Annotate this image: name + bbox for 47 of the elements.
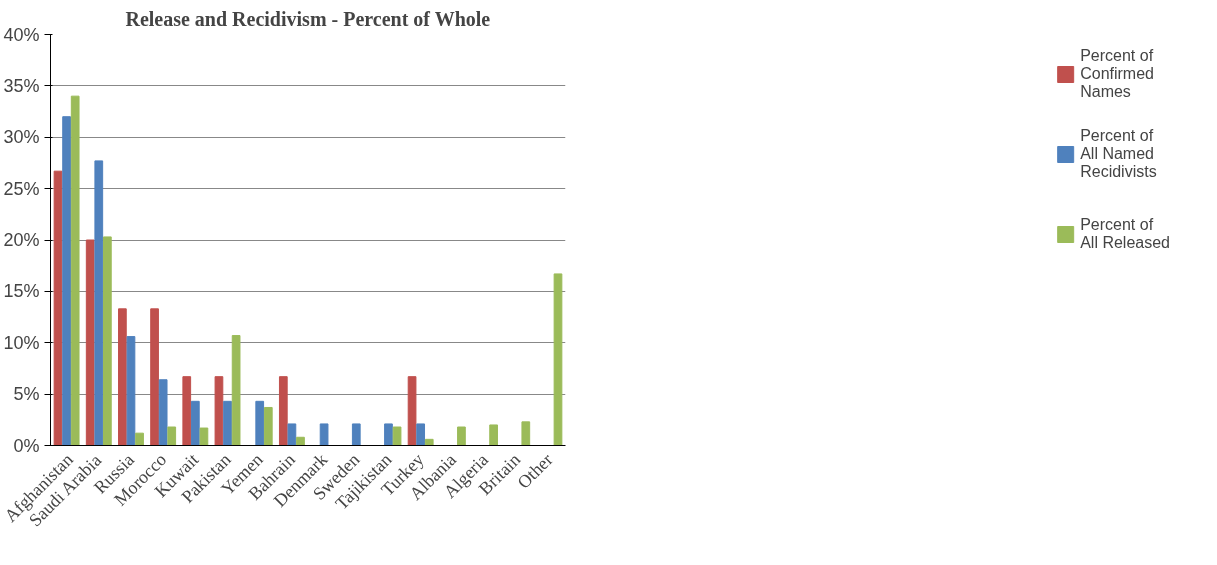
bar bbox=[296, 436, 305, 446]
bar bbox=[263, 406, 273, 446]
y-tick-label: 30% bbox=[3, 127, 40, 148]
bar bbox=[424, 438, 434, 446]
bar bbox=[158, 379, 168, 446]
y-tick-label: 5% bbox=[13, 384, 40, 405]
y-tick-label: 25% bbox=[3, 178, 40, 199]
y-tick-label: 35% bbox=[3, 75, 40, 96]
bar bbox=[223, 400, 232, 446]
bar bbox=[231, 335, 241, 446]
bar bbox=[135, 432, 144, 446]
y-tick-label: 20% bbox=[3, 230, 40, 250]
bar bbox=[190, 400, 200, 446]
bar bbox=[489, 424, 498, 446]
bar bbox=[351, 423, 361, 446]
legend-label: Percent of Confirmed Names bbox=[1080, 46, 1154, 102]
bar bbox=[457, 426, 466, 446]
bar bbox=[319, 423, 329, 446]
chart-title: Release and Recidivism - Percent of Whole bbox=[125, 7, 491, 30]
bar bbox=[94, 160, 104, 446]
bar bbox=[85, 239, 95, 446]
y-tick-label: 40% bbox=[3, 24, 40, 45]
bar bbox=[521, 421, 531, 446]
bar bbox=[53, 170, 63, 446]
bar bbox=[416, 423, 426, 446]
bar bbox=[278, 376, 288, 446]
bar bbox=[287, 423, 297, 446]
legend-label: Percent of All Named Recidivists bbox=[1080, 126, 1157, 182]
y-tick-label: 0% bbox=[13, 435, 40, 456]
bar bbox=[70, 95, 80, 446]
bar bbox=[407, 376, 417, 446]
bar bbox=[150, 308, 159, 446]
y-tick-label: 10% bbox=[3, 332, 40, 353]
bar bbox=[126, 336, 136, 446]
bar bbox=[167, 426, 177, 446]
bar bbox=[199, 427, 209, 446]
bar bbox=[182, 376, 192, 446]
bar bbox=[62, 116, 71, 446]
bar bbox=[255, 400, 265, 446]
bar bbox=[392, 426, 402, 446]
bar bbox=[118, 308, 127, 446]
bar bbox=[553, 273, 563, 446]
bar bbox=[214, 376, 224, 446]
bar bbox=[103, 236, 112, 446]
legend-label: Percent of All Released bbox=[1080, 215, 1170, 253]
bar bbox=[384, 423, 393, 446]
y-tick-label: 15% bbox=[3, 281, 40, 302]
